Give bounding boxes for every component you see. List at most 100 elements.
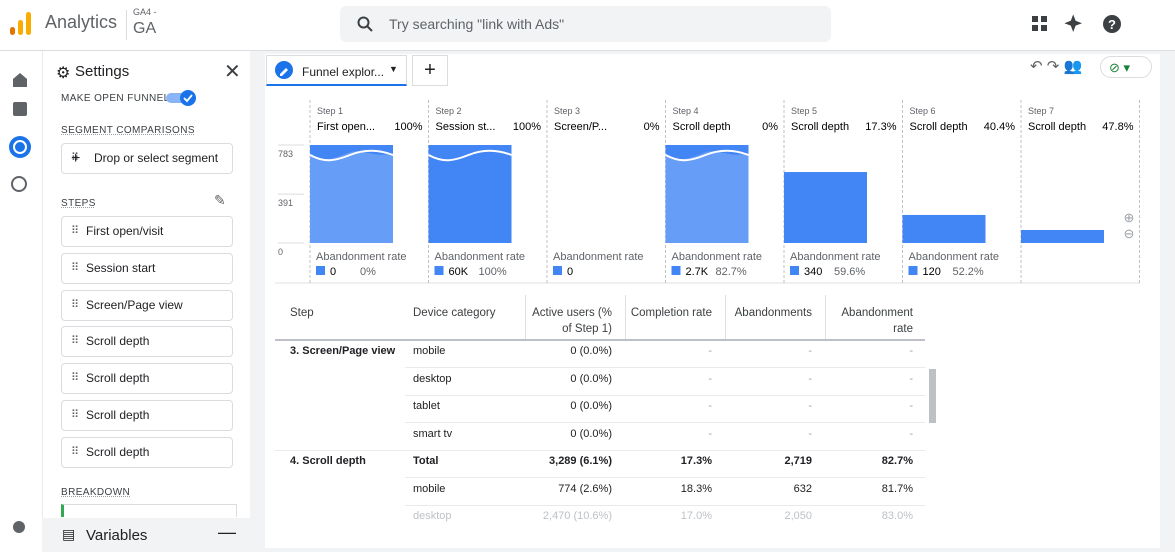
abandon-label: Abandonment rate [672, 251, 763, 263]
table-cell: 81.7% [881, 482, 913, 495]
edit-steps[interactable]: ✎ [214, 192, 226, 208]
variables-label: Variables [86, 527, 148, 544]
header-divider [625, 295, 626, 340]
tab-active[interactable]: Funnel explor... ▼ [266, 55, 407, 86]
group-step: 3. Screen/Page view [290, 345, 396, 357]
breakdown-item[interactable] [61, 504, 237, 517]
step-label: Step 4 [673, 106, 699, 116]
table-cell: tablet [413, 400, 440, 412]
y-tick-label: 783 [278, 149, 293, 159]
variables-icon: ▤ [62, 526, 76, 542]
table-cell: - [708, 427, 712, 440]
abandonments: 0 [330, 266, 336, 278]
table-cell: 2,719 [784, 455, 812, 467]
wave [428, 149, 512, 162]
table-cell: desktop [413, 510, 452, 522]
bar [428, 145, 512, 243]
segment-placeholder: Drop or select segment [94, 151, 219, 165]
nav-icons [9, 73, 31, 533]
divider [126, 10, 127, 40]
step-item[interactable]: Scroll depth [61, 326, 233, 358]
table-cell: 17.0% [680, 510, 712, 522]
zoom-in[interactable]: ⊕ [1124, 210, 1135, 225]
abandon-label: Abandonment rate [553, 251, 644, 263]
step-item[interactable]: Session start [61, 252, 233, 284]
table-cell: 0 (0.0%) [570, 372, 612, 385]
open-funnel-label: MAKE OPEN FUNNEL [61, 93, 170, 104]
step-rate: 100% [513, 121, 541, 133]
collapse[interactable]: — [218, 522, 236, 542]
abandonments: 120 [923, 266, 941, 278]
logo [10, 12, 31, 35]
row-rule [405, 367, 925, 368]
step-name: First open... [317, 121, 375, 133]
step-label: Step 7 [1028, 106, 1054, 116]
bar-top [665, 145, 749, 160]
step-item[interactable]: Scroll depth [61, 436, 233, 468]
abandon-label: Abandonment rate [435, 251, 526, 263]
legend-swatch [671, 266, 681, 275]
step-name: Scroll depth [1028, 121, 1086, 133]
table-cell: mobile [413, 482, 446, 495]
property[interactable]: GA [133, 20, 157, 37]
step-label: Step 1 [317, 106, 343, 116]
abandon-rate: 100% [479, 266, 507, 278]
step-item[interactable]: Scroll depth [61, 363, 233, 395]
add-tab[interactable]: + [412, 55, 448, 86]
bar [665, 145, 749, 243]
segment-drop[interactable]: + Drop or select segment [61, 143, 233, 174]
property-label: GA4 - [133, 7, 157, 17]
column-header: Completion rate [630, 307, 712, 319]
toolbar-icons[interactable]: ↶ ↷ 👥 [1030, 58, 1083, 75]
search-icon [357, 16, 373, 32]
legend-swatch [908, 266, 918, 275]
search-box[interactable]: Try searching "link with Ads" [340, 6, 831, 42]
step-item[interactable]: First open/visit [61, 216, 233, 247]
header-divider [825, 295, 826, 340]
settings-gear: ⚙ [56, 65, 71, 82]
column-header: Active users (% of Step 1) [532, 307, 612, 335]
wave [665, 149, 749, 162]
step-rate: 100% [394, 121, 422, 133]
table-cell: - [808, 400, 812, 412]
breakdown-label: BREAKDOWN [61, 487, 131, 498]
product-name: Analytics [45, 12, 118, 32]
step-rate: 47.8% [1102, 121, 1133, 133]
tab-menu[interactable]: ▼ [389, 64, 398, 74]
column-header: Abandonment rate [841, 307, 913, 335]
table-cell: 2,050 [784, 510, 812, 522]
table-cell: 0 (0.0%) [570, 345, 612, 357]
table-cell: 0 (0.0%) [570, 427, 612, 440]
step-label: Step 2 [436, 106, 462, 116]
abandon-rate: 52.2% [953, 266, 984, 278]
column-header: Device category [413, 307, 496, 319]
table-cell: 18.3% [680, 482, 712, 495]
step-label: Step 6 [910, 106, 936, 116]
step-label: Step 5 [791, 106, 817, 116]
step-name: Scroll depth [910, 121, 968, 133]
step-item[interactable]: Scroll depth [61, 400, 233, 431]
variables-bar[interactable]: ▤ Variables — [42, 518, 250, 552]
zoom-out[interactable]: ⊖ [1124, 226, 1135, 241]
abandonments: 60K [449, 266, 469, 278]
table-cell: desktop [413, 372, 452, 385]
step-name: Scroll depth [673, 121, 731, 133]
table-cell: - [909, 372, 913, 385]
table-cell: mobile [413, 345, 446, 357]
abandonments: 0 [567, 266, 573, 278]
open-funnel-toggle[interactable] [166, 90, 198, 106]
settings-panel: ⚙ Settings ✕ MAKE OPEN FUNNEL SEGMENT CO… [42, 51, 251, 552]
status[interactable]: ⊘ ▾ [1100, 56, 1152, 78]
wave [309, 149, 394, 162]
close-button[interactable]: ✕ [224, 61, 241, 83]
funnel-table: Step Device category Active users (% of St… [275, 295, 935, 525]
bar-top [310, 145, 393, 160]
header-divider [725, 295, 726, 340]
svg-text:?: ? [1108, 17, 1116, 32]
table-cell: - [808, 345, 812, 357]
step-item[interactable]: Screen/Page view [61, 289, 233, 321]
tab-label: Funnel explor... [302, 65, 385, 79]
tab-icon [275, 61, 293, 79]
